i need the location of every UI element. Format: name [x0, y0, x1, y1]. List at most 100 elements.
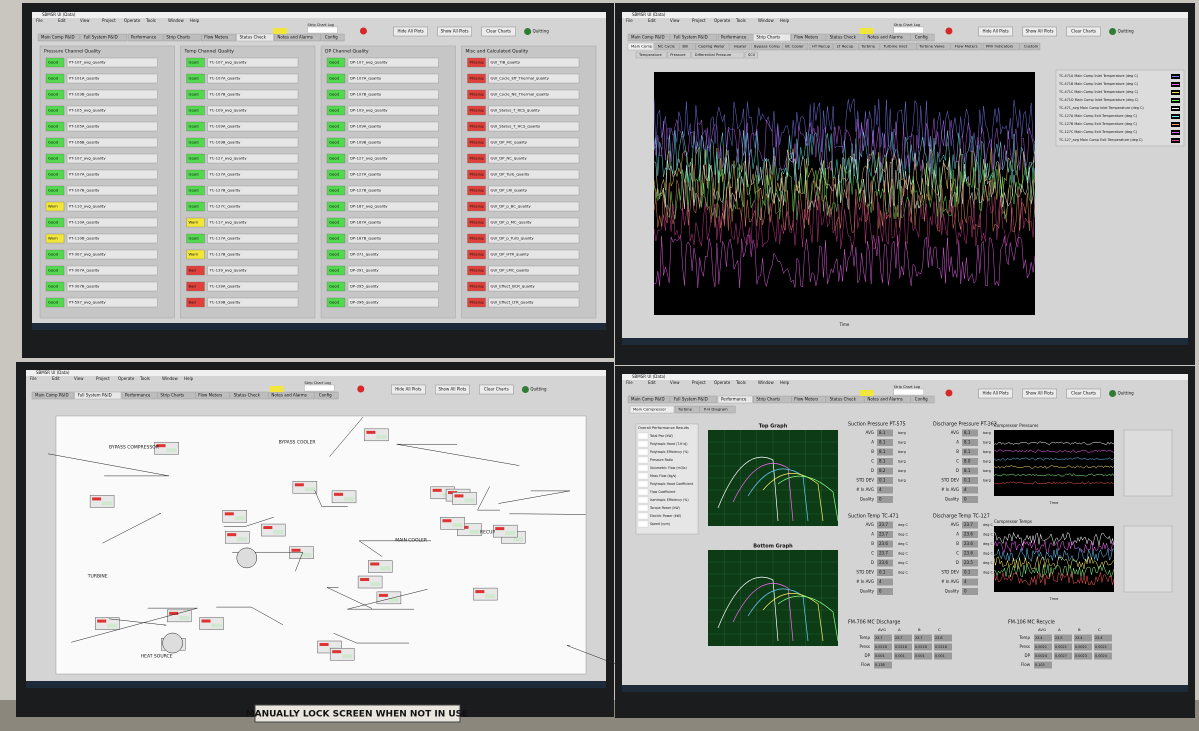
tab-label[interactable]: Status Check — [240, 35, 267, 40]
menu-item[interactable]: Tools — [735, 18, 746, 23]
stop-button[interactable] — [945, 27, 953, 35]
subtab-label[interactable]: PRV Indicators — [986, 44, 1013, 49]
subtab-label[interactable]: Main Comp — [631, 44, 653, 49]
tab-label[interactable]: Full System P&ID — [78, 393, 112, 398]
menu-item[interactable]: Project — [102, 18, 116, 23]
button-label[interactable]: Hide All Plots — [397, 29, 423, 34]
tab-label[interactable]: Flow Meters — [794, 397, 818, 402]
tab-label[interactable]: Status Check — [234, 393, 261, 398]
tab-label[interactable]: Strip Charts — [166, 35, 190, 40]
subtab-label[interactable]: Custom — [1024, 44, 1039, 49]
stop-button[interactable] — [357, 385, 365, 393]
tab-label[interactable]: Performance — [125, 393, 151, 398]
menu-item[interactable]: File — [36, 18, 43, 23]
button-label[interactable]: Clear Charts — [486, 29, 511, 34]
subtab-label[interactable]: Cooling Water — [698, 44, 725, 49]
quit-light[interactable] — [1109, 390, 1117, 397]
tab-label[interactable]: Main Comp P&ID — [631, 35, 665, 40]
subtab-label[interactable]: BC Cooler — [785, 44, 804, 49]
subtab-label[interactable]: Main Compressor — [633, 407, 666, 412]
subtab-label[interactable]: Bill — [682, 44, 688, 49]
tab-label[interactable]: Main Comp P&ID — [631, 397, 665, 402]
menu-item[interactable]: Operate — [124, 18, 141, 23]
button-label[interactable]: Clear Charts — [1071, 391, 1096, 396]
stop-button[interactable] — [359, 27, 367, 35]
button-label[interactable]: Clear Charts — [1071, 29, 1096, 34]
button-label[interactable]: Quitting — [1118, 391, 1135, 396]
menu-item[interactable]: File — [30, 376, 37, 381]
quit-light[interactable] — [1109, 28, 1117, 35]
menu-item[interactable]: Window — [168, 18, 185, 23]
view-label[interactable]: Differential Pressure — [695, 53, 732, 57]
menu-item[interactable]: View — [74, 376, 84, 381]
tab-label[interactable]: Status Check — [830, 397, 857, 402]
tab-label[interactable]: Flow Meters — [204, 35, 228, 40]
tab-label[interactable]: Performance — [131, 35, 157, 40]
menu-item[interactable]: Tools — [139, 376, 150, 381]
view-label[interactable]: SCV — [748, 53, 756, 57]
menu-item[interactable]: Project — [692, 18, 706, 23]
tab-label[interactable]: Config — [915, 35, 928, 40]
menu-item[interactable]: Edit — [58, 18, 66, 23]
tab-label[interactable]: Performance — [721, 397, 747, 402]
tab-label[interactable]: Config — [915, 397, 928, 402]
menu-item[interactable]: Edit — [52, 376, 60, 381]
tab-label[interactable]: Performance — [721, 35, 747, 40]
tab-label[interactable]: Strip Charts — [160, 393, 184, 398]
tab-label[interactable]: Main Comp P&ID — [35, 393, 69, 398]
subtab-label[interactable]: P-H Diagram — [704, 407, 728, 412]
menu-item[interactable]: Tools — [145, 18, 156, 23]
menu-item[interactable]: Project — [692, 380, 706, 385]
button-label[interactable]: Hide All Plots — [395, 387, 421, 392]
button-label[interactable]: Quitting — [1118, 29, 1135, 34]
menu-item[interactable]: Edit — [648, 18, 656, 23]
tab-label[interactable]: Notes and Alarms — [271, 393, 306, 398]
menu-item[interactable]: Help — [190, 18, 200, 23]
quit-light[interactable] — [524, 28, 532, 35]
menu-item[interactable]: Tools — [735, 380, 746, 385]
menu-item[interactable]: Operate — [714, 380, 731, 385]
subtab-label[interactable]: LT Recup — [837, 44, 854, 49]
tab-label[interactable]: Main Comp P&ID — [41, 35, 75, 40]
menu-item[interactable]: Help — [780, 18, 790, 23]
tab-label[interactable]: Strip Charts — [756, 35, 780, 40]
tab-label[interactable]: Status Check — [830, 35, 857, 40]
menu-item[interactable]: Edit — [648, 380, 656, 385]
subtab-label[interactable]: Turbine — [860, 44, 876, 49]
button-label[interactable]: Clear Charts — [484, 387, 509, 392]
menu-item[interactable]: Help — [184, 376, 194, 381]
tab-label[interactable]: Notes and Alarms — [867, 35, 902, 40]
subtab-label[interactable]: HT Recup — [812, 44, 831, 49]
menu-item[interactable]: Window — [162, 376, 179, 381]
menu-item[interactable]: Window — [758, 380, 775, 385]
tab-label[interactable]: Config — [319, 393, 332, 398]
menu-item[interactable]: Window — [758, 18, 775, 23]
menu-item[interactable]: Operate — [714, 18, 731, 23]
subtab-label[interactable]: NC Cycle — [658, 44, 676, 49]
button-label[interactable]: Show All Plots — [441, 29, 469, 34]
button-label[interactable]: Show All Plots — [438, 387, 466, 392]
menu-item[interactable]: Operate — [118, 376, 135, 381]
subtab-label[interactable]: Turbine — [677, 407, 693, 412]
subtab-label[interactable]: Turbine Inlet — [883, 44, 908, 49]
subtab-label[interactable]: Flow Meters — [955, 44, 978, 49]
subtab-label[interactable]: Bypass Comp — [754, 44, 780, 49]
stop-button[interactable] — [945, 389, 953, 397]
tab-label[interactable]: Notes and Alarms — [277, 35, 312, 40]
button-label[interactable]: Hide All Plots — [982, 391, 1008, 396]
view-label[interactable]: Pressure — [670, 53, 686, 57]
tab-label[interactable]: Config — [325, 35, 338, 40]
subtab-label[interactable]: Heater — [734, 44, 747, 49]
menu-item[interactable]: File — [626, 380, 633, 385]
tab-label[interactable]: Full System P&ID — [674, 35, 708, 40]
tab-label[interactable]: Full System P&ID — [674, 397, 708, 402]
button-label[interactable]: Show All Plots — [1026, 29, 1054, 34]
tab-label[interactable]: Flow Meters — [794, 35, 818, 40]
view-label[interactable]: Temperature — [638, 53, 663, 57]
menu-item[interactable]: File — [626, 18, 633, 23]
button-label[interactable]: Hide All Plots — [982, 29, 1008, 34]
quit-light[interactable] — [521, 386, 529, 393]
button-label[interactable]: Show All Plots — [1026, 391, 1054, 396]
menu-item[interactable]: Help — [780, 380, 790, 385]
tab-label[interactable]: Flow Meters — [198, 393, 222, 398]
